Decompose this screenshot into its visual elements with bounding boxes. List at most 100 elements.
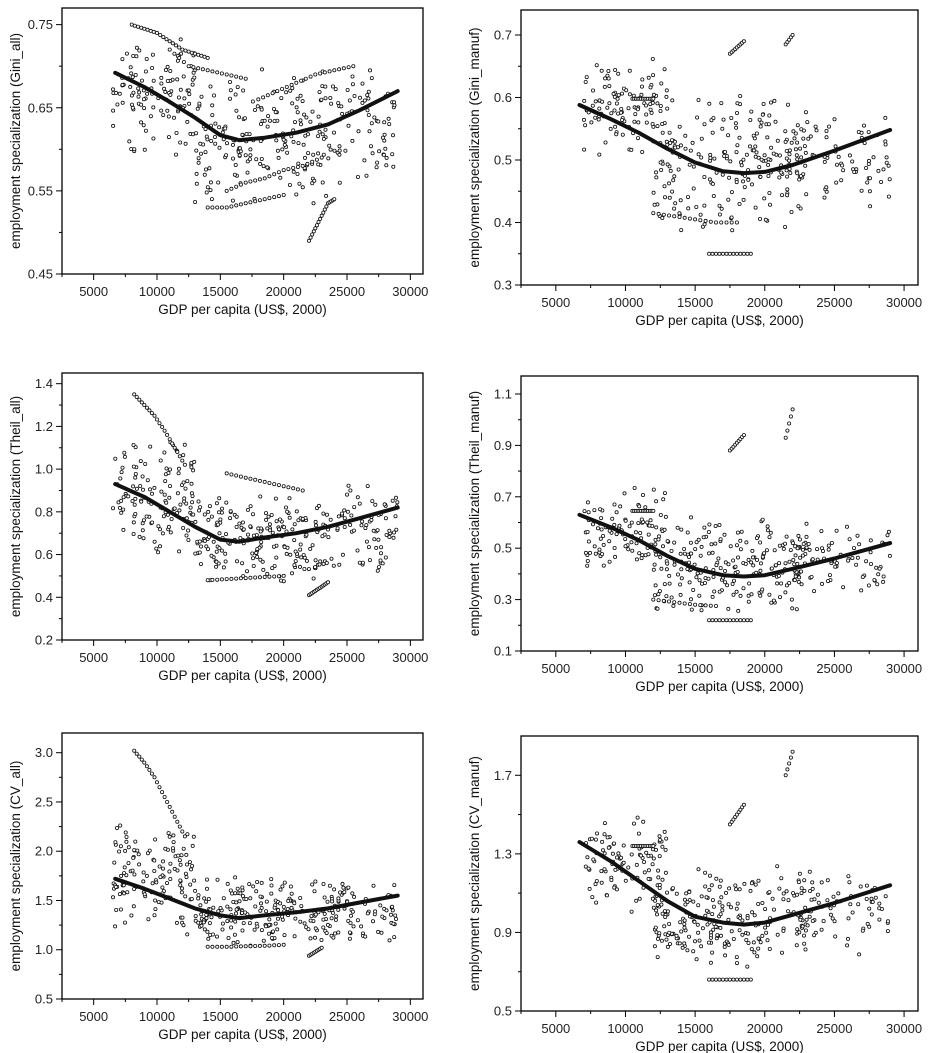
data-point bbox=[748, 118, 753, 123]
data-point bbox=[269, 936, 274, 941]
data-point bbox=[613, 124, 618, 129]
data-point bbox=[825, 878, 830, 883]
data-point bbox=[613, 68, 618, 73]
data-point bbox=[652, 944, 657, 949]
data-point bbox=[721, 977, 726, 982]
data-point bbox=[349, 513, 354, 518]
data-point bbox=[128, 84, 133, 89]
data-point bbox=[291, 76, 296, 81]
data-point bbox=[383, 555, 388, 560]
data-point bbox=[672, 540, 677, 545]
data-point bbox=[651, 92, 656, 97]
data-point bbox=[153, 837, 158, 842]
data-point bbox=[178, 502, 183, 507]
data-point bbox=[767, 190, 772, 195]
data-point bbox=[233, 92, 238, 97]
data-point bbox=[333, 917, 338, 922]
data-point bbox=[205, 68, 210, 73]
data-point bbox=[312, 178, 317, 183]
data-point bbox=[759, 561, 764, 566]
data-point bbox=[678, 551, 683, 556]
data-point bbox=[204, 877, 209, 882]
data-point bbox=[314, 223, 319, 228]
data-point bbox=[223, 126, 228, 131]
data-point bbox=[760, 112, 765, 117]
data-point bbox=[142, 147, 147, 152]
data-point bbox=[724, 618, 729, 623]
data-point bbox=[866, 130, 871, 135]
data-point bbox=[733, 121, 738, 126]
data-point bbox=[273, 496, 278, 501]
data-point bbox=[750, 182, 755, 187]
data-point bbox=[867, 924, 872, 929]
data-point bbox=[122, 450, 127, 455]
x-axis-title: GDP per capita (US$, 2000) bbox=[635, 679, 804, 694]
data-point bbox=[583, 80, 588, 85]
data-point bbox=[175, 77, 180, 82]
data-point bbox=[166, 135, 171, 140]
data-point bbox=[129, 93, 134, 98]
data-point bbox=[654, 175, 659, 180]
data-point bbox=[141, 870, 146, 875]
y-tick-label: 0.65 bbox=[28, 100, 53, 115]
data-point bbox=[290, 101, 295, 106]
data-point bbox=[138, 483, 143, 488]
data-point bbox=[177, 55, 182, 60]
data-point bbox=[824, 128, 829, 133]
x-tick-label: 25000 bbox=[329, 1009, 365, 1024]
data-point bbox=[393, 917, 398, 922]
data-point bbox=[607, 539, 612, 544]
data-point bbox=[644, 850, 649, 855]
data-point bbox=[230, 156, 235, 161]
data-point bbox=[210, 944, 215, 949]
data-point bbox=[159, 75, 164, 80]
data-point bbox=[694, 575, 699, 580]
data-point bbox=[727, 251, 732, 256]
x-tick-label: 25000 bbox=[816, 1021, 852, 1036]
data-point bbox=[276, 155, 281, 160]
data-point bbox=[382, 132, 387, 137]
data-point bbox=[157, 421, 162, 426]
data-point bbox=[708, 873, 713, 878]
data-point bbox=[623, 518, 628, 523]
data-point bbox=[795, 927, 800, 932]
data-point bbox=[614, 132, 619, 137]
data-point bbox=[160, 859, 165, 864]
data-point bbox=[724, 251, 729, 256]
data-point bbox=[590, 895, 595, 900]
data-point bbox=[758, 593, 763, 598]
data-point bbox=[796, 579, 801, 584]
data-point bbox=[132, 887, 137, 892]
data-point bbox=[221, 565, 226, 570]
data-point bbox=[657, 534, 662, 539]
data-point bbox=[234, 473, 239, 478]
data-point bbox=[751, 940, 756, 945]
data-point bbox=[344, 492, 349, 497]
data-point bbox=[257, 198, 262, 203]
data-point bbox=[787, 559, 792, 564]
data-point bbox=[365, 911, 370, 916]
data-point bbox=[714, 563, 719, 568]
data-point bbox=[373, 502, 378, 507]
data-point bbox=[780, 950, 785, 955]
data-point bbox=[340, 881, 345, 886]
data-point bbox=[593, 837, 598, 842]
data-point bbox=[605, 893, 610, 898]
data-point bbox=[670, 886, 675, 891]
data-point bbox=[601, 563, 606, 568]
data-point bbox=[295, 96, 300, 101]
data-point bbox=[751, 148, 756, 153]
data-point bbox=[685, 530, 690, 535]
data-point bbox=[788, 170, 793, 175]
data-point bbox=[118, 907, 123, 912]
data-point bbox=[814, 128, 819, 133]
data-point bbox=[783, 541, 788, 546]
data-point bbox=[884, 155, 889, 160]
data-point bbox=[602, 821, 607, 826]
smoothed-fit-line bbox=[577, 840, 893, 927]
data-point bbox=[756, 946, 761, 951]
data-point bbox=[606, 845, 611, 850]
data-point bbox=[668, 140, 673, 145]
data-point bbox=[165, 512, 170, 517]
data-point bbox=[650, 896, 655, 901]
